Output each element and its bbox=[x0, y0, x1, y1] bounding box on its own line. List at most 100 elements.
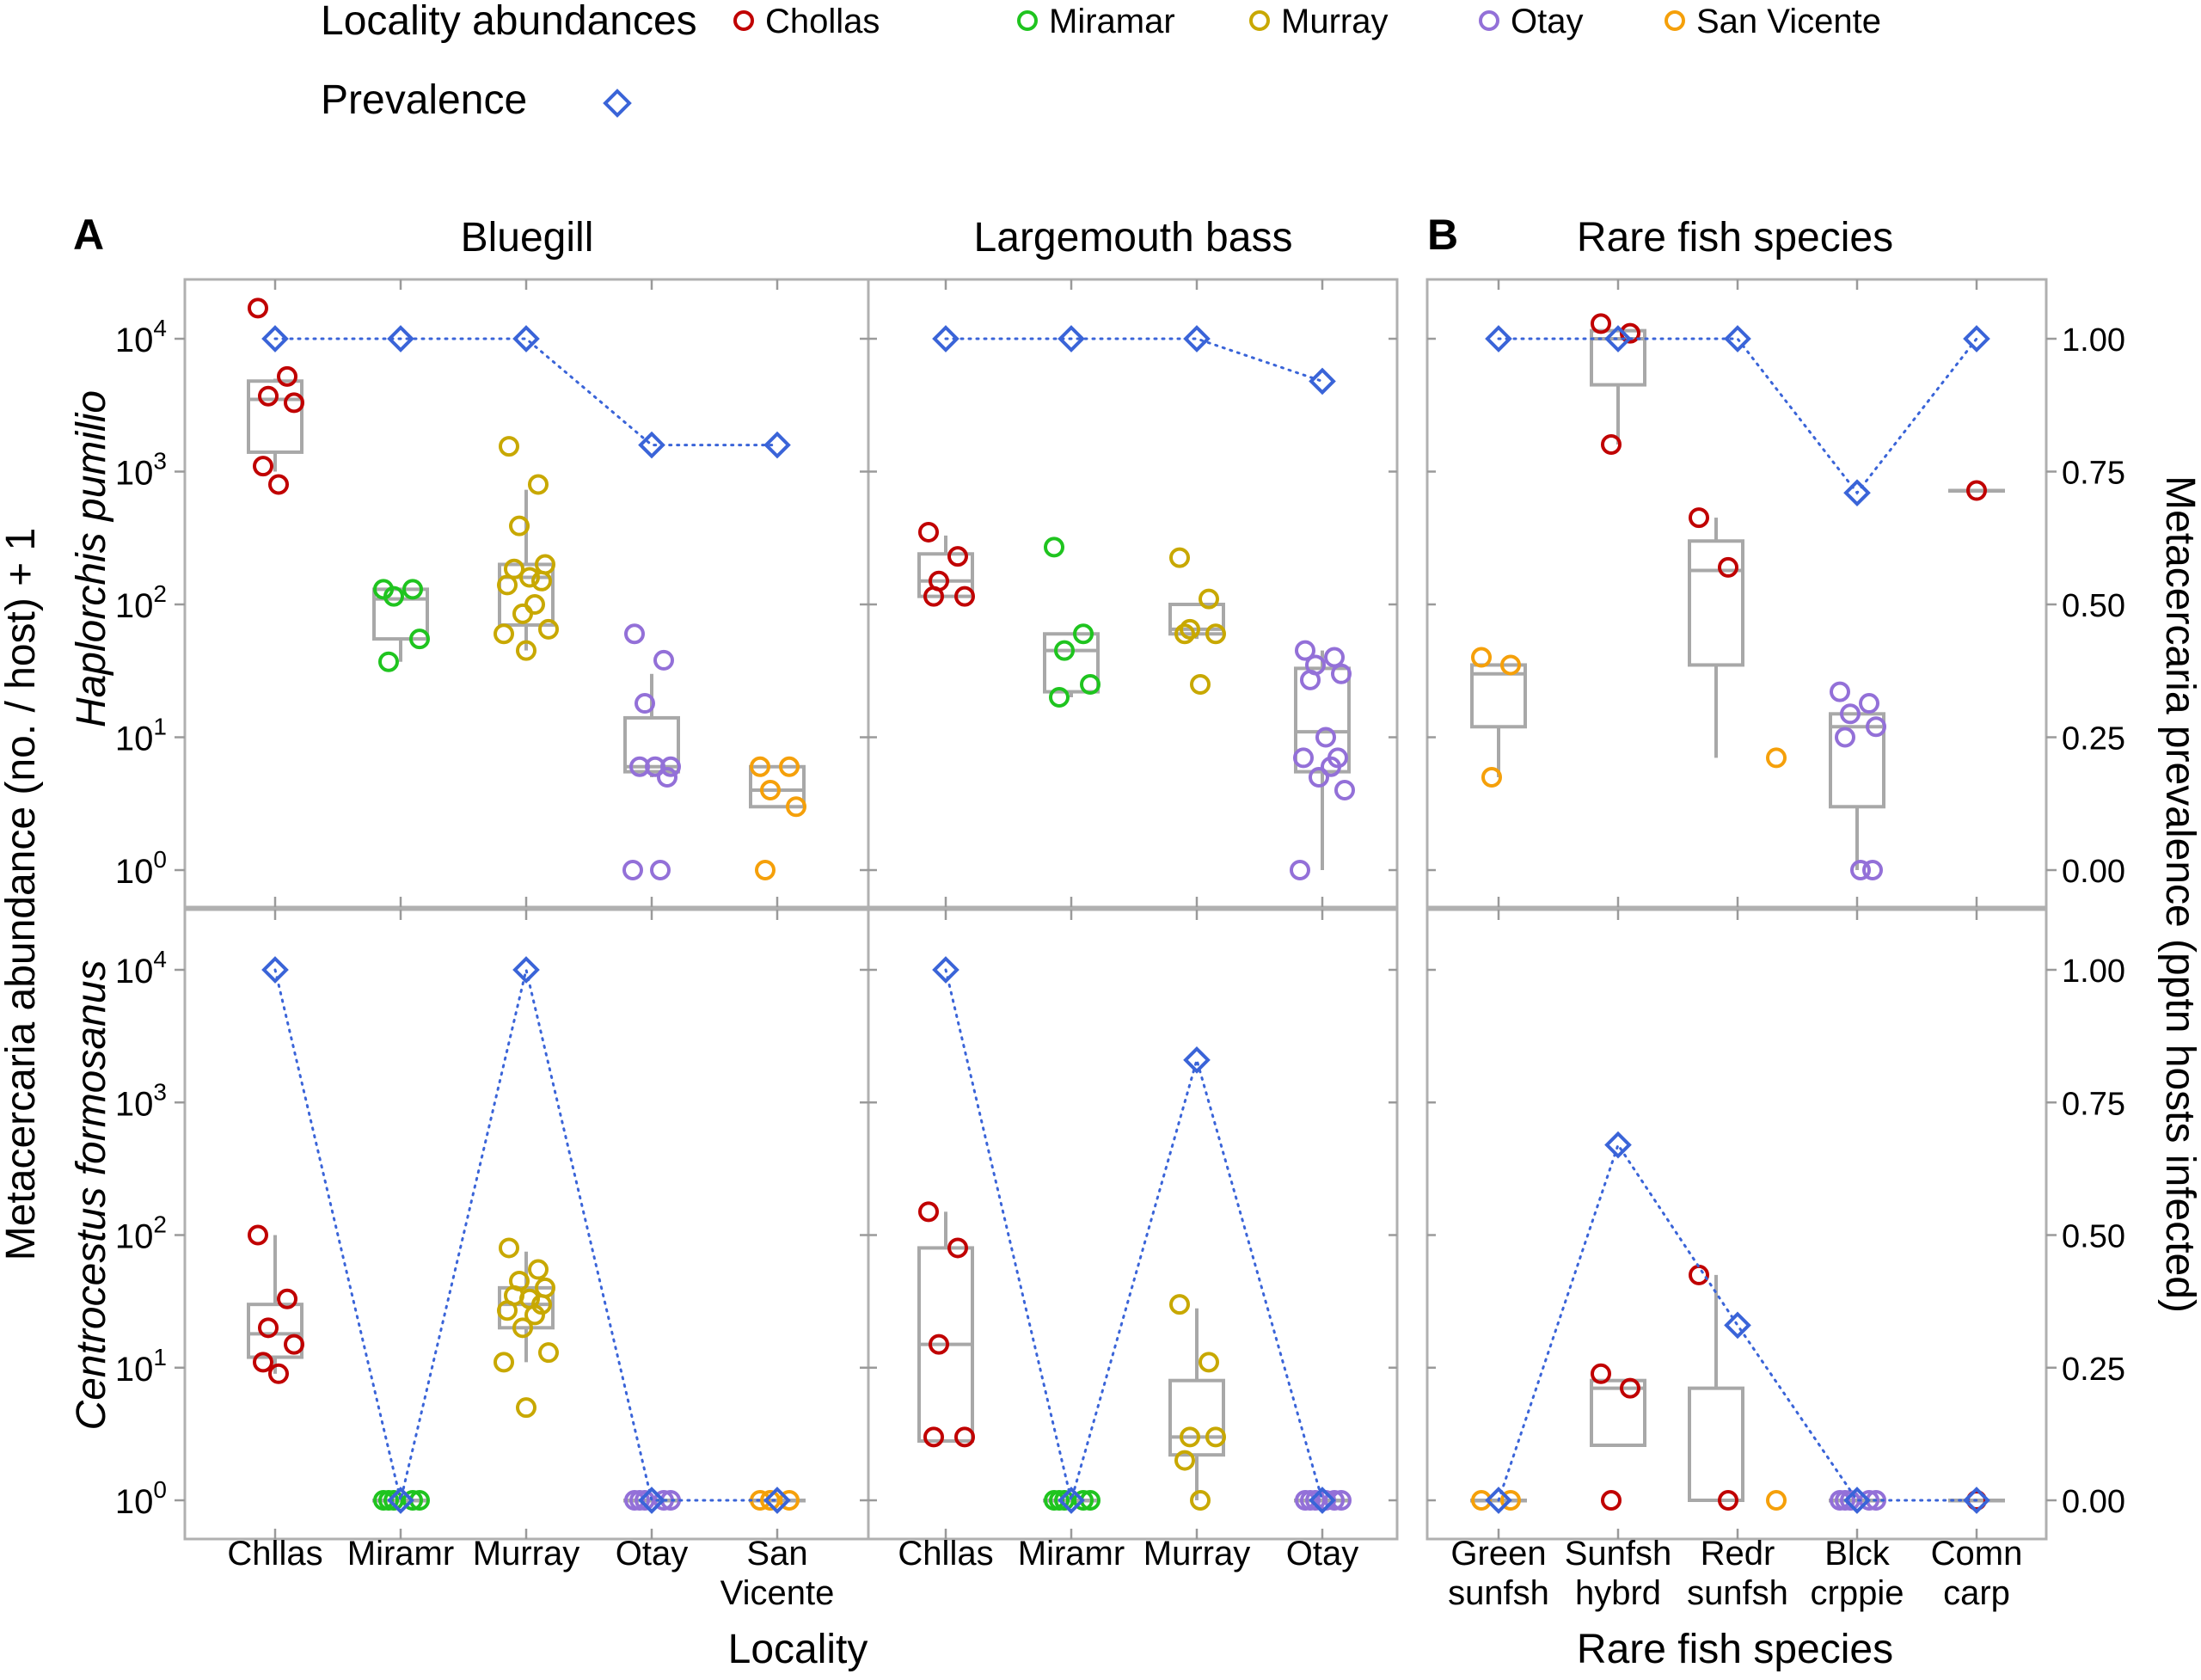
abundance-point bbox=[1481, 767, 1502, 788]
prevalence-point bbox=[932, 956, 959, 984]
abundance-point bbox=[1309, 767, 1329, 788]
y-right-tick-label: 0.50 bbox=[2062, 588, 2125, 624]
abundance-point bbox=[1315, 727, 1336, 748]
y-left-tick-label: 103 bbox=[115, 1078, 167, 1123]
x-tick-label: carp bbox=[1943, 1574, 2010, 1612]
panel-frame-3 bbox=[183, 908, 870, 1541]
x-tick-label: Murray bbox=[473, 1535, 579, 1573]
abundance-point bbox=[538, 618, 559, 640]
abundance-point bbox=[1300, 669, 1321, 690]
abundance-point bbox=[1471, 647, 1492, 668]
abundance-point bbox=[1049, 686, 1070, 708]
abundance-point bbox=[538, 1342, 559, 1364]
panel-letter-b: B bbox=[1427, 211, 1458, 259]
abundance-point bbox=[1471, 1490, 1492, 1511]
y-left-tick-label: 102 bbox=[115, 1211, 167, 1256]
prevalence-point bbox=[1309, 1487, 1336, 1514]
prevalence-line bbox=[944, 968, 1324, 1505]
prevalence-point bbox=[387, 1487, 414, 1514]
row-label-haplorchis: Haplorchis pumilio bbox=[69, 390, 114, 727]
row-label-centrocestus: Centrocestus formosanus bbox=[69, 960, 114, 1431]
abundance-point bbox=[622, 860, 643, 880]
x-tick-label: Otay bbox=[616, 1535, 688, 1573]
abundance-point bbox=[635, 693, 655, 714]
prevalence-line bbox=[944, 337, 1324, 383]
y-right-tick-label: 1.00 bbox=[2062, 953, 2125, 990]
abundance-point bbox=[1180, 618, 1200, 640]
prevalence-point bbox=[1604, 325, 1632, 353]
abundance-point bbox=[1601, 433, 1622, 455]
legend-abundance-title: Locality abundances bbox=[321, 0, 697, 44]
y-axis-right-label: Metacercaria prevalence (pptn hosts infe… bbox=[2157, 475, 2201, 1313]
box bbox=[623, 715, 680, 774]
box bbox=[247, 379, 303, 454]
prevalence-point bbox=[763, 431, 791, 459]
abundance-point bbox=[918, 1201, 939, 1223]
prevalence-line bbox=[1497, 1142, 1978, 1502]
abundance-point bbox=[1044, 536, 1064, 558]
abundance-point bbox=[268, 474, 289, 495]
prevalence-point bbox=[1843, 479, 1871, 507]
abundance-point bbox=[248, 1224, 268, 1246]
legend-label-murray: Murray bbox=[1281, 3, 1388, 40]
abundance-point bbox=[1835, 1490, 1855, 1511]
abundance-point bbox=[1830, 681, 1850, 702]
abundance-point bbox=[779, 756, 800, 777]
abundance-point bbox=[650, 860, 671, 880]
prevalence-point bbox=[1058, 1487, 1085, 1514]
prevalence-point bbox=[932, 325, 959, 353]
x-tick-label: Chllas bbox=[898, 1535, 993, 1573]
panel-frame-1 bbox=[867, 278, 1399, 909]
x-tick-label: sunfsh bbox=[1687, 1574, 1788, 1612]
abundance-point bbox=[516, 640, 536, 661]
abundance-point bbox=[253, 1352, 273, 1373]
legend-marker-otay bbox=[1479, 10, 1499, 31]
abundance-point bbox=[277, 365, 297, 387]
abundance-point bbox=[1689, 507, 1709, 529]
abundance-point bbox=[1324, 647, 1345, 668]
abundance-point bbox=[1601, 1490, 1622, 1511]
prevalence-line bbox=[273, 968, 779, 1502]
prevalence-point bbox=[1309, 367, 1336, 395]
abundance-point bbox=[923, 1426, 944, 1448]
abundance-point bbox=[378, 1490, 399, 1511]
x-tick-label: Green bbox=[1450, 1535, 1546, 1573]
abundance-point bbox=[1718, 1490, 1738, 1511]
abundance-point bbox=[1500, 1490, 1521, 1511]
prevalence-point bbox=[638, 1487, 665, 1514]
abundance-point bbox=[1766, 747, 1787, 769]
abundance-point bbox=[258, 385, 279, 407]
x-tick-label: crppie bbox=[1811, 1574, 1904, 1612]
y-right-tick-label: 0.25 bbox=[2062, 721, 2125, 757]
y-right-tick-label: 0.00 bbox=[2062, 854, 2125, 890]
box bbox=[1043, 632, 1100, 694]
abundance-point bbox=[1966, 480, 1987, 501]
abundance-point bbox=[528, 474, 549, 495]
box bbox=[498, 562, 555, 627]
x-axis-label-rare-fish: Rare fish species bbox=[1577, 1627, 1893, 1672]
prevalence-point bbox=[1724, 325, 1751, 353]
abundance-point bbox=[918, 521, 939, 543]
box bbox=[1590, 1378, 1646, 1447]
abundance-point bbox=[1190, 1490, 1211, 1511]
column-title-bluegill: Bluegill bbox=[461, 215, 594, 261]
abundance-point bbox=[1840, 703, 1861, 725]
panel-r0-c1 bbox=[917, 325, 1355, 880]
abundance-point bbox=[645, 756, 665, 777]
abundance-point bbox=[755, 860, 776, 880]
legend-marker-chollas bbox=[733, 10, 754, 31]
abundance-point bbox=[1190, 674, 1211, 696]
box bbox=[749, 764, 806, 809]
prevalence-line bbox=[273, 337, 779, 447]
y-left-tick-label: 101 bbox=[115, 1344, 167, 1389]
box bbox=[1168, 1378, 1225, 1457]
abundance-point bbox=[277, 1288, 297, 1309]
prevalence-point bbox=[1485, 1487, 1512, 1514]
abundance-point bbox=[383, 586, 404, 607]
abundance-point bbox=[258, 1317, 279, 1339]
abundance-point bbox=[947, 1237, 968, 1259]
abundance-point bbox=[1866, 716, 1886, 738]
column-title-rare-fish: Rare fish species bbox=[1577, 215, 1893, 261]
abundance-point bbox=[1174, 1450, 1195, 1471]
x-tick-label: Miramr bbox=[1018, 1535, 1125, 1573]
